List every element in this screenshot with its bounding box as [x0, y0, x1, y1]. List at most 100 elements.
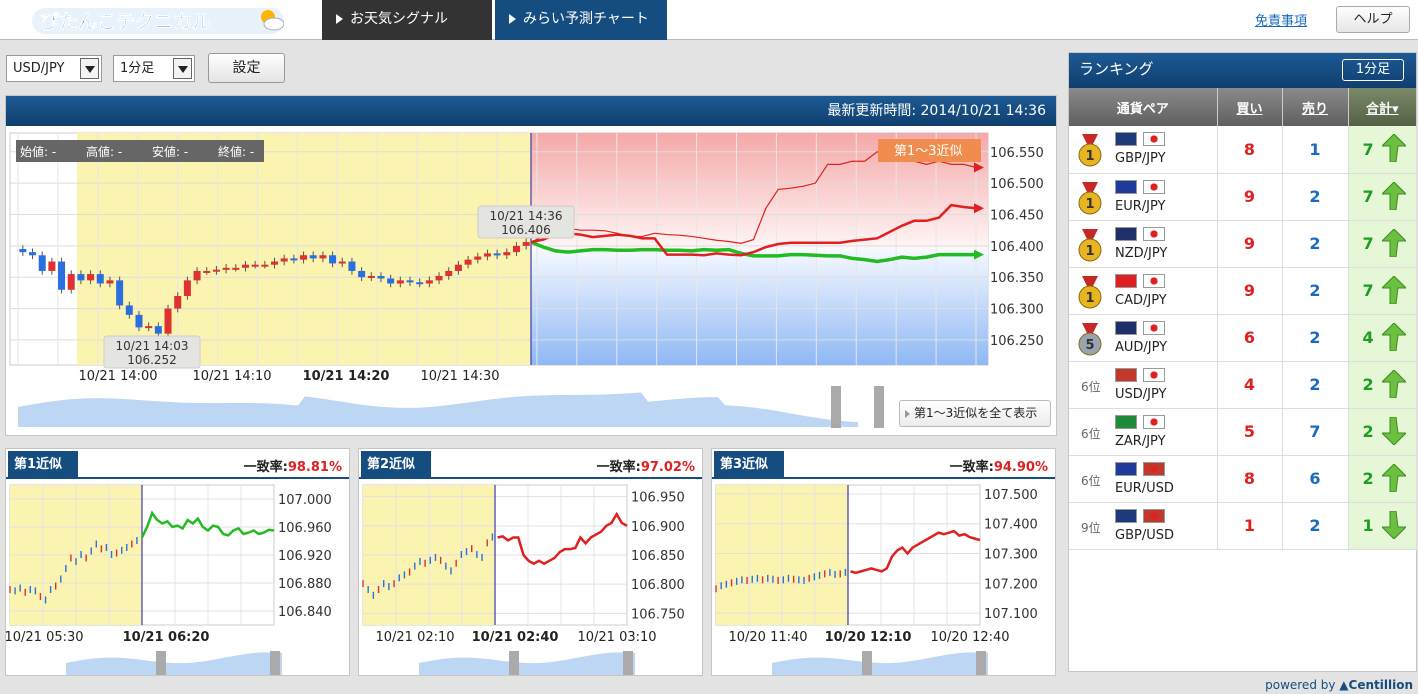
buy-count: 9	[1217, 267, 1283, 315]
candle	[193, 270, 201, 281]
candle	[203, 270, 211, 273]
flag-base-icon	[1115, 179, 1137, 194]
settings-button[interactable]: 設定	[208, 53, 285, 83]
ranking-interval-button[interactable]: 1分足	[1342, 59, 1404, 81]
candle	[474, 256, 482, 260]
y-tick-label: 106.300	[990, 303, 1044, 318]
ranking-header: ランキング 1分足	[1069, 53, 1416, 88]
buy-count: 9	[1217, 220, 1283, 268]
y-tick-label: 106.960	[278, 521, 332, 536]
rank-label: 6位	[1081, 473, 1101, 488]
approx-2-tab[interactable]: 第2近似	[361, 451, 431, 479]
candle	[135, 314, 143, 328]
buy-count: 1	[1217, 502, 1283, 550]
main-chart[interactable]: 106.550 106.500 106.450 106.400 106.350 106.3…	[6, 127, 1056, 436]
candle	[164, 308, 172, 334]
app-logo[interactable]: ぴたんこテクニカル	[32, 6, 284, 36]
total-count: 1	[1362, 516, 1374, 535]
ranking-row[interactable]: 1 EUR/JPY 9 2 7	[1069, 173, 1417, 221]
navigator-handle-right[interactable]	[976, 651, 986, 675]
match-rate-value: 97.02%	[640, 460, 695, 475]
total-count: 7	[1362, 139, 1374, 159]
y-tick-label: 106.900	[631, 520, 685, 535]
x-tick-label: 10/21 02:10	[375, 630, 454, 645]
navigator[interactable]	[18, 386, 884, 428]
y-tick-label: 107.500	[984, 488, 1038, 503]
col-buy[interactable]: 買い	[1217, 88, 1283, 126]
flag-quote-icon	[1143, 414, 1165, 429]
navigator-handle-right[interactable]	[623, 651, 633, 675]
show-all-approx-button[interactable]: 第1〜3近似を全て表示	[899, 400, 1051, 427]
navigator-handle-right[interactable]	[270, 651, 280, 675]
candle	[522, 242, 530, 246]
forecast-arrowhead	[974, 249, 984, 260]
rank-label: 6位	[1081, 379, 1101, 394]
ranking-row[interactable]: 6位 EUR/USD 8 6 2	[1069, 455, 1417, 503]
arrow-up-icon	[1382, 181, 1406, 210]
navigator-handle-right[interactable]	[874, 386, 884, 428]
ohlc-box	[16, 140, 264, 162]
candle	[241, 264, 249, 268]
powered-by: powered by ▲Centillion	[1265, 678, 1413, 692]
callout-low-price: 106.252	[127, 353, 177, 367]
y-tick-label: 106.920	[278, 549, 332, 564]
tab-future-chart[interactable]: みらい予測チャート	[495, 0, 667, 40]
ranking-row[interactable]: 6位 ZAR/JPY 5 7 2	[1069, 408, 1417, 456]
approx-3-chart[interactable]: 107.500 107.400 107.300 107.200 107.100 10/20…	[712, 479, 1055, 675]
help-button[interactable]: ヘルプ	[1336, 6, 1410, 33]
tab-weather-signal[interactable]: お天気シグナル	[322, 0, 492, 40]
navigator-handle-left[interactable]	[509, 651, 519, 675]
approx-2-chart[interactable]: 106.950 106.900 106.850 106.800 106.750 10/21…	[359, 479, 702, 675]
interval-select[interactable]: 1分足	[113, 55, 195, 82]
y-tick-label: 106.550	[990, 146, 1044, 161]
approx-1-chart[interactable]: 107.000 106.960 106.920 106.880 106.840 10/21…	[4, 479, 349, 675]
ohlc-open: 始値: -	[20, 144, 56, 159]
update-time-bar: 最新更新時間: 2014/10/21 14:36	[6, 96, 1056, 126]
navigator-area	[66, 652, 282, 675]
navigator-handle-left[interactable]	[831, 386, 841, 428]
pair-select-value: USD/JPY	[13, 61, 65, 76]
disclaimer-link[interactable]: 免責事項	[1255, 14, 1308, 29]
ranking-row[interactable]: 1 NZD/JPY 9 2 7	[1069, 220, 1417, 268]
past-region	[77, 133, 531, 365]
match-rate: 一致率:98.81%	[243, 460, 342, 475]
total-count: 2	[1362, 375, 1374, 394]
arrow-up-icon	[1382, 322, 1406, 351]
pair-name: GBP/USD	[1115, 527, 1174, 543]
ohlc-close: 終値: -	[218, 144, 254, 159]
medal-icon: 5	[1078, 322, 1102, 355]
chevron-down-icon[interactable]	[80, 58, 99, 79]
approx-1-tab[interactable]: 第1近似	[8, 451, 78, 479]
navigator-handle-left[interactable]	[862, 651, 872, 675]
candle	[396, 280, 404, 284]
candle	[483, 253, 491, 257]
navigator-handle-left[interactable]	[156, 651, 166, 675]
col-sell[interactable]: 売り	[1282, 88, 1349, 126]
col-total[interactable]: 合計▾	[1348, 88, 1417, 126]
sell-count: 2	[1282, 314, 1349, 362]
pair-name: NZD/JPY	[1115, 245, 1168, 261]
ranking-row[interactable]: 5 AUD/JPY 6 2 4	[1069, 314, 1417, 362]
sell-count: 2	[1282, 361, 1349, 409]
candle	[96, 274, 104, 284]
candle	[406, 280, 414, 283]
y-tick-label: 107.000	[278, 493, 332, 508]
candle	[29, 252, 37, 256]
ranking-row[interactable]: 1 CAD/JPY 9 2 7	[1069, 267, 1417, 315]
arrow-up-icon	[1382, 369, 1406, 398]
ranking-row[interactable]: 1 GBP/JPY 8 1 7	[1069, 126, 1417, 174]
ranking-row[interactable]: 6位 USD/JPY 4 2 2	[1069, 361, 1417, 409]
pair-select[interactable]: USD/JPY	[6, 55, 102, 82]
candle	[116, 280, 124, 306]
ranking-row[interactable]: 9位 GBP/USD 1 2 1	[1069, 502, 1417, 550]
flag-base-icon	[1115, 367, 1137, 382]
approx-line	[140, 510, 275, 539]
candle	[106, 280, 114, 284]
chevron-down-icon[interactable]	[173, 58, 192, 79]
approx-3-tab[interactable]: 第3近似	[714, 451, 784, 479]
total-cell: 4	[1348, 314, 1417, 362]
x-tick-label: 10/21 05:30	[6, 630, 84, 645]
arrow-up-icon	[1382, 275, 1406, 304]
arrow-down-icon	[1382, 510, 1406, 539]
callout-low	[103, 335, 201, 369]
